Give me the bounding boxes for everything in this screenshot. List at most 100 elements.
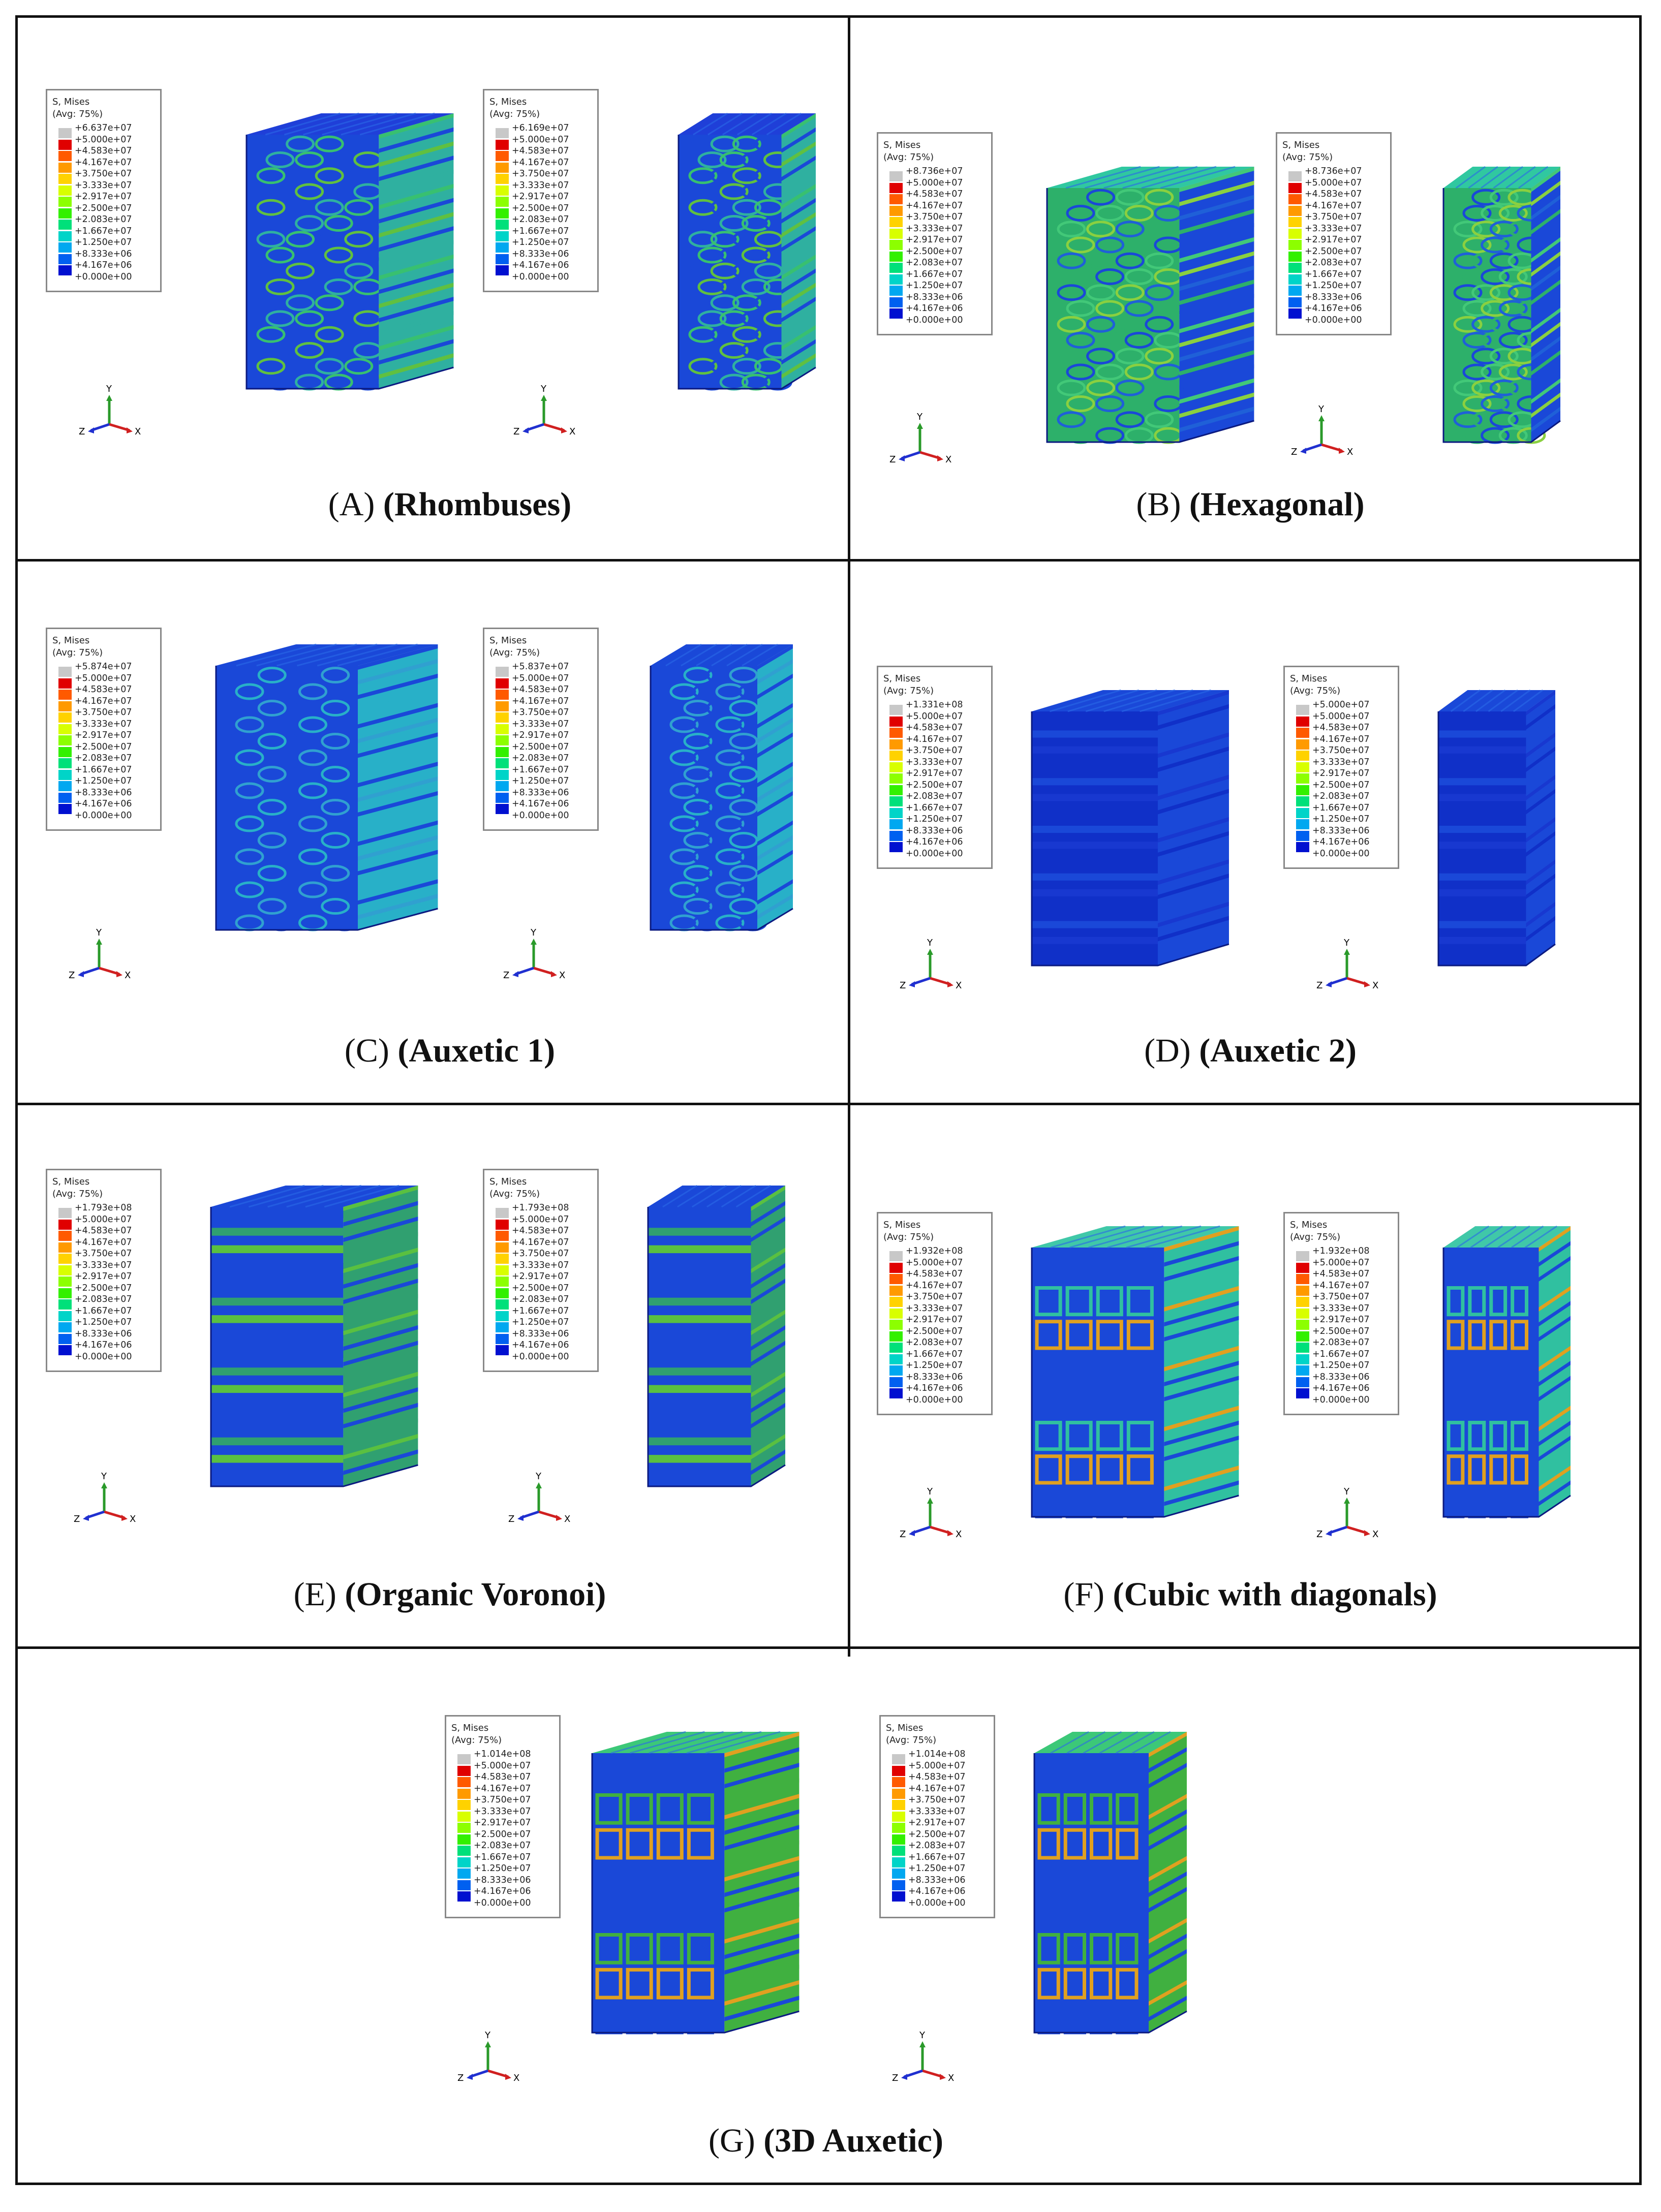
legend-max-value: +1.932e+08 [1312, 1246, 1370, 1256]
legend-tick-value: +2.083e+07 [512, 1294, 569, 1304]
axis-triad: Y Z X [457, 2030, 519, 2091]
caption-letter: D [1155, 1032, 1180, 1069]
legend-title: S, Mises [1290, 1220, 1328, 1230]
legend-tick-value: +4.167e+06 [906, 837, 963, 847]
model-outline [1046, 188, 1254, 443]
legend-swatch [1296, 728, 1309, 738]
legend-swatch [1288, 263, 1302, 273]
model-top-face [247, 112, 454, 136]
model-top-face [679, 112, 816, 136]
axis-triad: Y Z X [1316, 1486, 1378, 1547]
model-outline [1442, 1248, 1571, 1518]
legend-swatch [496, 185, 509, 196]
legend-tick-value: +4.167e+07 [906, 200, 963, 211]
legend-swatch [58, 701, 72, 711]
legend-tick-value: +8.333e+06 [75, 1328, 132, 1339]
legend-tick-value: +4.167e+06 [1305, 303, 1362, 314]
legend-swatch [58, 151, 72, 161]
z-axis-label: Z [513, 426, 519, 437]
legend-subtitle: (Avg: 75%) [489, 1189, 540, 1199]
legend-tick-value: +4.167e+07 [474, 1783, 531, 1794]
legend-tick-value: +2.083e+07 [1305, 258, 1362, 268]
legend-tick-value: +1.667e+07 [75, 1305, 132, 1316]
model-top-face [651, 643, 793, 667]
x-axis-label: X [559, 970, 565, 981]
legend-tick-value: +2.500e+07 [1305, 246, 1362, 257]
model-front-face [1443, 1248, 1539, 1518]
legend-tick-value: +5.000e+07 [906, 177, 963, 188]
legend-subtitle: (Avg: 75%) [489, 647, 540, 658]
legend-tick-value: +0.000e+00 [474, 1897, 531, 1908]
legend-tick-value: +1.250e+07 [1305, 281, 1362, 291]
legend-tick-value: +4.167e+07 [906, 734, 963, 744]
caption-title: (Cubic with diagonals) [1113, 1576, 1437, 1613]
panel-d: S, Mises (Avg: 75%) +1.331e+08 +5.000e+07 +4… [849, 562, 1642, 1103]
legend-swatch [889, 728, 903, 738]
legend-swatch [892, 1788, 905, 1799]
model-top-face [1443, 1225, 1571, 1249]
x-axis-label: X [1372, 980, 1378, 991]
model-front-face [1034, 1753, 1149, 2035]
y-axis-label: Y [1343, 938, 1350, 948]
legend-swatch [889, 1274, 903, 1284]
y-axis-label: Y [1343, 1486, 1350, 1497]
legend-tick-value: +3.333e+07 [906, 757, 963, 767]
legend-tick-value: +4.167e+06 [512, 260, 569, 270]
legend-swatch [889, 842, 903, 852]
legend-swatch [457, 1857, 471, 1867]
panel-b: S, Mises (Avg: 75%) +8.736e+07 +5.000e+07 +4… [849, 18, 1642, 559]
legend-tick-value: +2.500e+07 [474, 1829, 531, 1840]
caption-letter: E [304, 1576, 325, 1613]
legend-swatch [1288, 217, 1302, 227]
legend-swatch [496, 231, 509, 241]
legend-tick-value: +2.500e+07 [906, 1326, 963, 1336]
legend-swatch [1288, 182, 1302, 193]
caption-open-paren: ( [1144, 1032, 1156, 1069]
legend-swatch [889, 1343, 903, 1353]
model-top-face [1438, 689, 1555, 712]
z-axis-label: Z [74, 1514, 80, 1524]
legend-swatch [58, 139, 72, 150]
legend-swatch [457, 1765, 471, 1776]
legend-swatch [496, 197, 509, 207]
model-top-face [1032, 689, 1229, 712]
row-divider-1 [15, 559, 1642, 562]
y-axis-label: Y [535, 1471, 542, 1482]
legend-tick-value: +2.500e+07 [75, 741, 132, 752]
x-axis-label: X [956, 980, 962, 991]
model-front-face [1047, 188, 1183, 444]
legend-tick-value: +1.250e+07 [75, 776, 132, 786]
legend-tick-value: +3.333e+07 [75, 719, 132, 729]
y-axis-label: Y [927, 938, 933, 948]
legend-tick-value: +5.000e+07 [512, 673, 569, 683]
stress-model-left [211, 630, 460, 953]
legend-swatch [58, 735, 72, 745]
legend-tick-value: +0.000e+00 [1312, 1394, 1370, 1405]
legend-tick-value: +2.083e+07 [906, 1337, 963, 1348]
legend-swatch [889, 171, 903, 181]
legend-tick-value: +3.333e+07 [512, 1260, 569, 1270]
legend-swatch [58, 1231, 72, 1241]
legend-swatch [1288, 194, 1302, 204]
legend-tick-value: +8.333e+06 [512, 248, 569, 259]
legend-swatch [1296, 1274, 1309, 1284]
legend-swatch [496, 1219, 509, 1230]
legend-max-value: +5.000e+07 [1312, 700, 1370, 710]
legend-swatch [1296, 1308, 1309, 1319]
legend-tick-value: +1.667e+07 [1312, 802, 1370, 813]
model-side-face [1158, 690, 1229, 965]
model-outline [210, 1207, 418, 1487]
legend-swatch [496, 1311, 509, 1321]
y-axis-label: Y [530, 927, 537, 938]
model-side-face [379, 113, 454, 389]
y-axis-label: Y [1318, 404, 1325, 415]
legend-swatch [892, 1811, 905, 1822]
legend-swatch [889, 773, 903, 784]
legend-tick-value: +4.167e+06 [906, 303, 963, 314]
legend-tick-value: +1.667e+07 [906, 269, 963, 279]
legend-tick-value: +1.667e+07 [512, 764, 569, 775]
legend-tick-value: +0.000e+00 [908, 1897, 966, 1908]
stress-model-right [1438, 1212, 1586, 1540]
legend-tick-value: +4.167e+06 [908, 1886, 966, 1896]
legend-swatch [58, 769, 72, 780]
